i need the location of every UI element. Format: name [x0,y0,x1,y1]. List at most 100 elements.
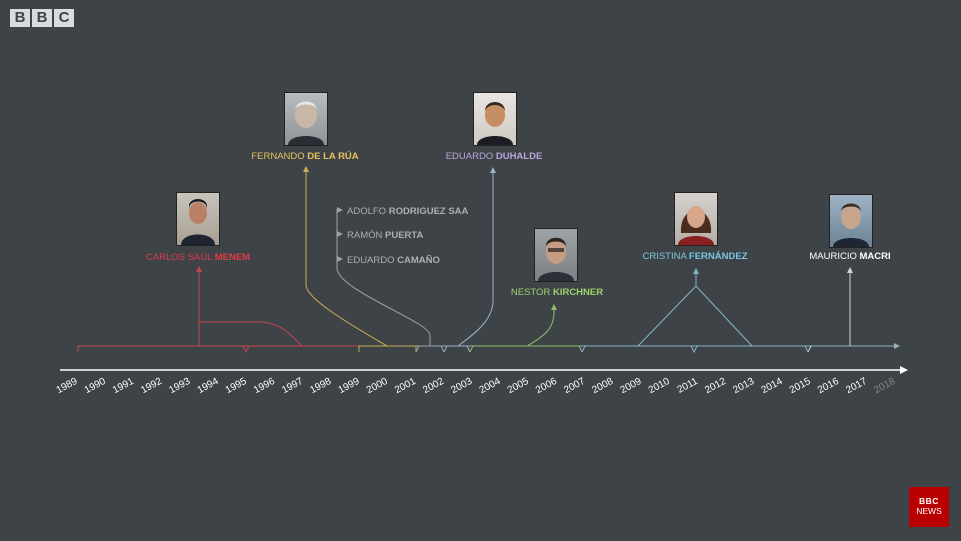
year-label: 1994 [196,376,221,396]
duhalde-pointer [457,172,494,347]
label-interim-rodriguez-saa: ADOLFO RODRIGUEZ SAA [347,206,469,217]
photo-fernandez [674,192,718,246]
interim-term-bracket [415,345,445,353]
interim-pointer [336,209,431,346]
kirchner-pointer-arrow-icon [551,304,557,310]
duhalde-term [443,172,494,353]
year-label: 2007 [562,376,587,396]
year-label: 2014 [760,376,785,396]
interim-arrow-icon [337,256,343,262]
photo-menem [176,192,220,246]
menem-pointer-arrow-icon [196,266,202,272]
bbc-logo-letter: C [54,9,74,27]
bbc-logo: B B C [10,9,74,27]
year-label: 2018 [872,376,897,396]
macri-term-tick [807,345,812,353]
label-delarua: FERNANDO DE LA RÚA [251,150,358,162]
label-kirchner-first: NESTOR [511,287,553,298]
label-interim-camano: EDUARDO CAMAÑO [347,255,440,266]
label-interim-puerta: RAMÓN PUERTA [347,230,423,241]
term-track-arrow-icon [894,343,900,349]
year-label: 1996 [252,376,277,396]
year-label: 2016 [816,376,841,396]
menem-term [77,270,360,354]
year-label: 1997 [280,376,305,396]
bbc-news-logo-line: BBC [919,496,939,506]
label-duhalde: EDUARDO DUHALDE [446,151,543,162]
year-label: 2005 [506,376,531,396]
fernandez-term [581,272,809,354]
fernandez-term-tick [690,345,698,354]
interim-arrow-icon [337,207,343,213]
year-label: 1999 [337,376,362,396]
year-label: 2002 [421,376,446,396]
menem-term-tick [242,345,250,354]
bbc-news-logo-line: NEWS [916,506,942,516]
year-label: 2006 [534,376,559,396]
year-label: 2008 [590,376,615,396]
fernandez-term-bracket [581,345,809,353]
label-interim-last: CAMAÑO [397,255,440,266]
fernandez-pointer [637,285,753,347]
label-duhalde-first: EDUARDO [446,151,496,162]
portrait-icon [477,102,513,145]
delarua-term-bracket [358,345,417,352]
label-kirchner: NESTOR KIRCHNER [511,287,603,298]
year-label: 2001 [393,376,418,396]
year-label: 2017 [844,376,869,396]
macri-term [807,272,851,353]
label-menem-first: CARLOS SAÚL [146,252,215,263]
delarua-pointer-arrow-icon [303,166,309,172]
year-label: 2012 [703,376,728,396]
label-interim-first: ADOLFO [347,206,389,217]
year-label: 2013 [731,376,756,396]
interim-arrow-icons [337,207,343,262]
label-menem-last: MENEM [215,252,250,263]
label-macri: MAURICIO MACRI [809,251,890,262]
label-fernandez-last: FERNÁNDEZ [689,251,748,262]
portrait-icon [181,199,215,245]
duhalde-pointer-arrow-icon [490,167,496,173]
year-label: 1995 [224,376,249,396]
menem-term-connector [198,321,303,347]
kirchner-term [469,308,583,353]
label-macri-last: MACRI [860,251,891,262]
bbc-news-logo: BBC NEWS [909,487,949,527]
label-duhalde-last: DUHALDE [496,151,542,162]
label-macri-first: MAURICIO [809,251,859,262]
label-delarua-last: DE LA RÚA [307,150,359,162]
interim-arrow-icon [337,231,343,237]
year-label: 1990 [83,376,108,396]
label-delarua-first: FERNANDO [251,151,307,162]
year-labels: 1989 1990 1991 1992 1993 1994 1995 1996 1997 1998… [55,376,898,396]
label-interim-last: RODRIGUEZ SAA [389,206,469,217]
kirchner-pointer [526,308,555,347]
photo-delarua [284,92,328,146]
interim-term [336,209,445,353]
year-label: 1991 [111,376,136,396]
label-interim-last: PUERTA [385,230,423,241]
year-label: 1992 [139,376,164,396]
bbc-logo-letter: B [32,9,52,27]
photo-duhalde [473,92,517,146]
portrait-icon [288,101,324,145]
year-label: 2004 [478,376,503,396]
bbc-logo-letter: B [10,9,30,27]
label-kirchner-last: KIRCHNER [553,287,603,298]
photo-kirchner [534,228,578,282]
label-fernandez: CRISTINA FERNÁNDEZ [642,251,747,262]
year-label: 1993 [167,376,192,396]
photo-macri [829,194,873,248]
kirchner-term-bracket [469,345,583,353]
portrait-icon [538,237,574,281]
year-label: 2000 [365,376,390,396]
year-label: 2009 [619,376,644,396]
year-label: 2003 [449,376,474,396]
duhalde-term-bracket [443,345,471,353]
delarua-term [305,170,417,352]
year-axis-arrow-icon [900,366,908,374]
portrait-icon [678,206,714,245]
label-menem: CARLOS SAÚL MENEM [146,252,250,263]
label-fernandez-first: CRISTINA [642,251,688,262]
